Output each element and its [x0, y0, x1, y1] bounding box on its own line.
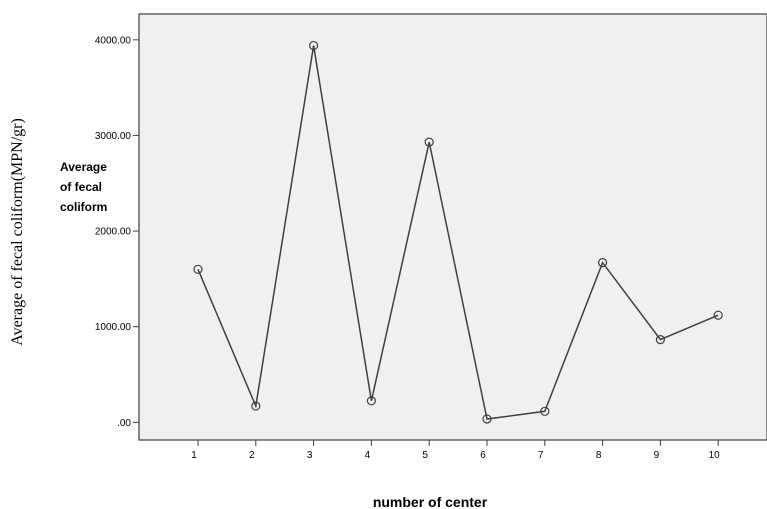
plot-area: [138, 13, 767, 441]
y-tick-label: 2000.00: [95, 227, 132, 238]
series-line: [197, 45, 719, 420]
data-point: [366, 396, 376, 406]
x-tick-label: 7: [538, 450, 544, 461]
data-point: [251, 401, 261, 411]
y-tick-label: 3000.00: [95, 131, 132, 142]
data-point: [309, 40, 319, 51]
x-tick-label: 4: [365, 450, 371, 461]
data-point: [424, 137, 434, 147]
y-tick-label: 4000.00: [95, 35, 132, 46]
x-tick-label: 8: [596, 450, 602, 461]
x-tick-label: 6: [480, 450, 486, 461]
x-tick-label: 10: [709, 450, 721, 461]
x-tick-label: 3: [307, 450, 313, 461]
x-tick-label: 1: [191, 450, 197, 461]
data-point: [713, 310, 723, 320]
y-tick-label: .00: [117, 418, 131, 429]
y-axis-label-inner: Average of fecal coliform: [60, 160, 110, 214]
data-point: [193, 264, 203, 274]
x-axis-ticks: 1 2 3 4 5 6 7 8 9 10: [191, 440, 720, 461]
x-tick-label: 2: [249, 450, 255, 461]
x-axis-label: number of center: [373, 494, 488, 509]
x-tick-label: 9: [654, 450, 660, 461]
data-point: [482, 414, 492, 424]
x-tick-label: 5: [422, 450, 428, 461]
y-axis-ticks: .00 1000.00 2000.00 3000.00 4000.00: [95, 35, 139, 429]
y-axis-label-inner-line-1: Average: [60, 160, 107, 174]
y-axis-label-inner-line-3: coliform: [60, 200, 107, 214]
data-points: [193, 40, 723, 424]
data-point: [655, 334, 666, 345]
data-point: [540, 406, 550, 416]
y-axis-label-inner-line-2: of fecal: [60, 180, 102, 194]
y-tick-label: 1000.00: [95, 322, 132, 333]
y-axis-label-outer: Average of fecal coliform(MPN/gr): [9, 118, 26, 346]
data-point: [597, 258, 608, 268]
